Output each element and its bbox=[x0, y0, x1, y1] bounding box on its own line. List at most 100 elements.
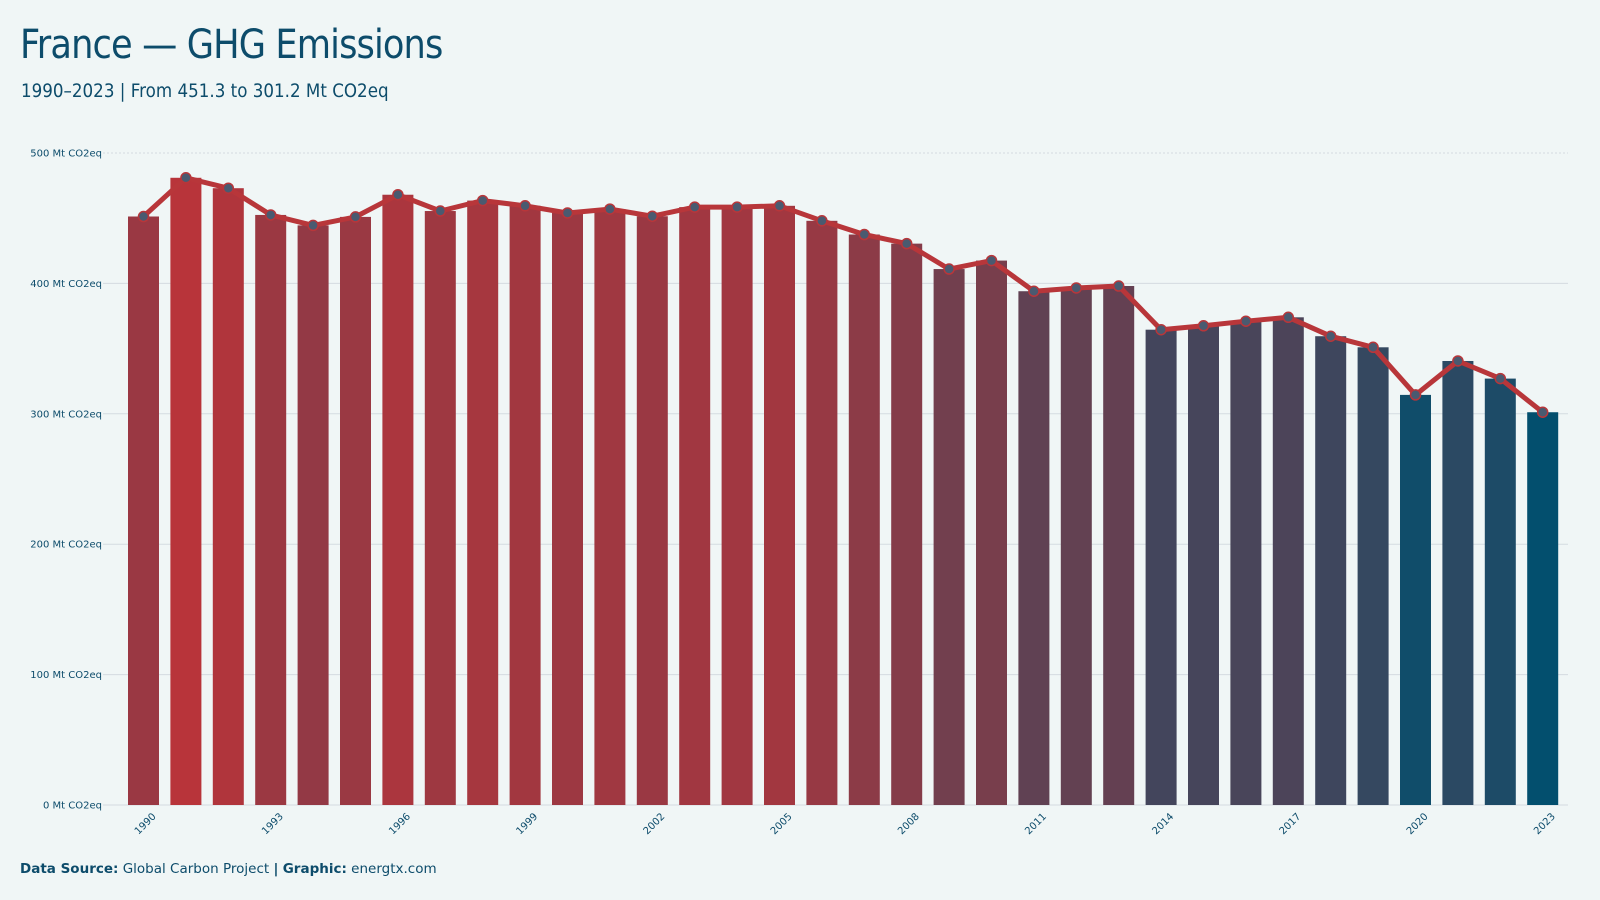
marker-2020 bbox=[1409, 389, 1422, 401]
marker-1999 bbox=[519, 200, 531, 212]
marker-2005 bbox=[773, 200, 786, 212]
bar-1995 bbox=[340, 216, 371, 805]
bar-2020 bbox=[1400, 394, 1431, 805]
trend-line-layer bbox=[141, 175, 1546, 415]
bar-2011 bbox=[1018, 291, 1050, 805]
source-value: Global Carbon Project bbox=[122, 861, 270, 877]
bar-1991 bbox=[170, 177, 202, 805]
marker-2016 bbox=[1240, 315, 1252, 327]
x-tick-label-2011: 2011 bbox=[1023, 811, 1049, 837]
marker-2001 bbox=[604, 203, 616, 215]
marker-2013 bbox=[1112, 280, 1125, 292]
bar-2021 bbox=[1442, 360, 1474, 805]
marker-2008 bbox=[900, 237, 913, 250]
chart-title: France — GHG Emissions bbox=[20, 22, 443, 68]
marker-2018 bbox=[1324, 330, 1337, 342]
marker-2022 bbox=[1494, 372, 1507, 385]
x-tick-label-2023: 2023 bbox=[1532, 811, 1558, 837]
y-tick-label-300: 300 Mt CO2eq bbox=[30, 409, 102, 420]
bar-2005 bbox=[764, 205, 795, 805]
bar-1993 bbox=[255, 214, 287, 805]
y-tick-label-100: 100 Mt CO2eq bbox=[30, 670, 102, 681]
x-tick-label-2008: 2008 bbox=[896, 811, 922, 837]
y-tick-label-200: 200 Mt CO2eq bbox=[30, 540, 102, 551]
marker-1992 bbox=[222, 182, 235, 194]
x-tick-label-2002: 2002 bbox=[642, 811, 668, 837]
bar-1990 bbox=[128, 216, 159, 805]
bar-2003 bbox=[679, 207, 711, 806]
marker-2004 bbox=[731, 201, 743, 213]
marker-2014 bbox=[1155, 323, 1167, 336]
bar-1994 bbox=[297, 225, 329, 805]
footer-credits: Data Source: Global Carbon Project | Gra… bbox=[20, 861, 437, 877]
marker-1991 bbox=[180, 172, 192, 184]
graphic-label: Graphic: bbox=[282, 861, 347, 877]
marker-2017 bbox=[1282, 311, 1295, 324]
bar-2007 bbox=[848, 234, 880, 805]
marker-1995 bbox=[349, 211, 362, 223]
bar-2019 bbox=[1357, 347, 1389, 805]
graphic-value: energtx.com bbox=[351, 861, 437, 877]
marker-2010 bbox=[985, 254, 998, 267]
marker-1993 bbox=[264, 209, 277, 221]
x-tick-label-1996: 1996 bbox=[387, 811, 413, 837]
bar-2013 bbox=[1103, 286, 1135, 805]
x-tick-label-1990: 1990 bbox=[133, 811, 159, 837]
marker-2019 bbox=[1367, 341, 1379, 354]
bar-2016 bbox=[1230, 321, 1262, 805]
marker-2011 bbox=[1028, 285, 1040, 297]
y-axis-ticks: 0 Mt CO2eq 100 Mt CO2eq 200 Mt CO2eq 300 Mt… bbox=[30, 149, 102, 812]
marker-2007 bbox=[858, 228, 871, 241]
y-tick-label-400: 400 Mt CO2eq bbox=[30, 279, 102, 290]
bars bbox=[128, 177, 1559, 806]
x-tick-label-2017: 2017 bbox=[1278, 811, 1304, 837]
marker-1997 bbox=[434, 205, 447, 217]
bar-1996 bbox=[382, 194, 414, 805]
source-label: Data Source: bbox=[20, 861, 119, 877]
x-tick-label-2005: 2005 bbox=[769, 811, 795, 837]
marker-1990 bbox=[137, 210, 150, 223]
footer-separator: | bbox=[273, 861, 279, 877]
marker-2003 bbox=[688, 201, 701, 213]
bar-2002 bbox=[636, 216, 668, 805]
marker-2021 bbox=[1452, 355, 1464, 367]
x-tick-label-1999: 1999 bbox=[514, 811, 540, 837]
bar-2010 bbox=[976, 260, 1007, 806]
bar-2000 bbox=[552, 212, 583, 805]
chart-subtitle: 1990–2023 | From 451.3 to 301.2 Mt CO2eq bbox=[21, 80, 389, 102]
marker-1996 bbox=[392, 188, 404, 201]
bar-2004 bbox=[721, 207, 753, 806]
x-axis-ticks: 1990 1993 1996 1999 2002 2005 2008 2011 2014 2017… bbox=[133, 811, 1558, 837]
bar-1998 bbox=[467, 200, 499, 805]
x-tick-label-2014: 2014 bbox=[1150, 811, 1176, 837]
bar-2023 bbox=[1527, 412, 1559, 805]
trend-line bbox=[141, 175, 1546, 415]
markers bbox=[137, 172, 1549, 418]
bar-1992 bbox=[212, 188, 244, 805]
marker-2023 bbox=[1536, 406, 1549, 418]
x-tick-label-2020: 2020 bbox=[1405, 811, 1431, 837]
bar-2006 bbox=[806, 220, 838, 806]
marker-2015 bbox=[1197, 320, 1210, 332]
x-tick-label-1993: 1993 bbox=[260, 811, 286, 837]
bar-1999 bbox=[509, 205, 541, 805]
marker-2006 bbox=[816, 215, 828, 227]
bar-1997 bbox=[424, 211, 456, 805]
y-tick-label-0: 0 Mt CO2eq bbox=[43, 801, 102, 812]
bar-2022 bbox=[1484, 378, 1516, 805]
bar-2009 bbox=[933, 269, 965, 805]
bar-2008 bbox=[891, 243, 923, 806]
bar-2018 bbox=[1315, 336, 1347, 805]
bar-2012 bbox=[1060, 287, 1092, 805]
bar-2001 bbox=[594, 209, 626, 805]
y-tick-label-500: 500 Mt CO2eq bbox=[30, 149, 102, 160]
bar-2015 bbox=[1188, 325, 1219, 805]
bar-2017 bbox=[1272, 317, 1304, 805]
marker-2000 bbox=[561, 207, 574, 219]
marker-2009 bbox=[943, 263, 955, 275]
marker-1998 bbox=[476, 194, 489, 207]
marker-2012 bbox=[1070, 282, 1083, 294]
marker-2002 bbox=[646, 210, 659, 222]
marker-1994 bbox=[307, 219, 319, 232]
